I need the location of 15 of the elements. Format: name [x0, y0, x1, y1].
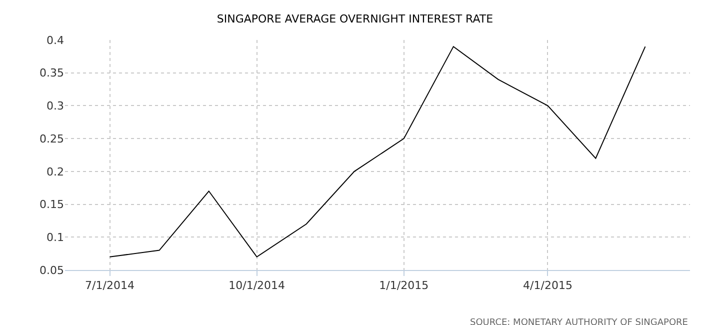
x-tick-label: 7/1/2014 [85, 279, 134, 292]
y-tick-label: 0.1 [46, 230, 64, 244]
line-series [109, 46, 646, 258]
y-tick-label: 0.4 [46, 34, 64, 47]
y-tick-label: 0.25 [40, 132, 64, 146]
chart-title: SINGAPORE AVERAGE OVERNIGHT INTEREST RATE [216, 12, 494, 26]
x-tick-label: 4/1/2015 [523, 279, 572, 292]
y-tick-label: 0.15 [40, 198, 64, 212]
y-tick-label: 0.2 [46, 165, 64, 178]
y-tick-label: 0.05 [40, 264, 64, 277]
y-tick-label: 0.35 [40, 66, 64, 80]
y-tick-label: 0.3 [46, 100, 64, 113]
x-tick-label: 10/1/2014 [228, 279, 286, 292]
source-note: SOURCE: MONETARY AUTHORITY OF SINGAPORE [470, 318, 688, 325]
x-tick-label: 1/1/2015 [379, 279, 429, 292]
